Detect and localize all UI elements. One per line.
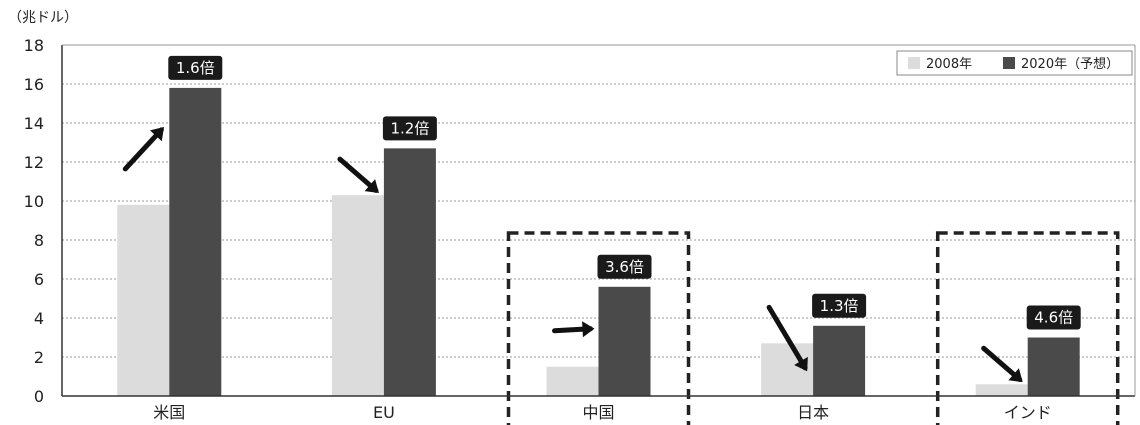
growth-arrow	[122, 127, 164, 172]
growth-label: 1.6倍	[176, 59, 215, 77]
legend: 2008年 2020年（予想）	[896, 50, 1133, 76]
growth-badge	[1026, 305, 1081, 330]
highlight-boxes	[506, 231, 1120, 425]
y-axis-ticks: 0 2 4 6 8 10 12 14 16 18	[24, 36, 44, 406]
y-tick-label: 4	[34, 309, 44, 328]
y-tick-label: 10	[24, 192, 44, 211]
growth-badge	[382, 116, 437, 141]
bar-2008	[975, 384, 1028, 396]
y-tick-label: 16	[24, 75, 44, 94]
y-tick-label: 0	[34, 387, 44, 406]
y-tick-label: 12	[24, 153, 44, 172]
legend-swatch	[908, 57, 920, 69]
y-unit-label: （兆ドル）	[8, 10, 78, 26]
growth-badge	[812, 293, 867, 318]
y-tick-label: 14	[24, 114, 44, 133]
y-tick-label: 6	[34, 270, 44, 289]
legend-swatch	[1003, 57, 1015, 69]
bar-2020	[383, 148, 436, 396]
axes	[61, 44, 1136, 397]
highlight-box	[935, 231, 1120, 425]
growth-badge	[597, 254, 652, 279]
legend-label: 2020年（予想）	[1021, 56, 1119, 72]
y-tick-label: 8	[34, 231, 44, 250]
growth-arrows	[122, 126, 1023, 383]
x-axis-labels: 米国 EU 中国 日本 インド	[153, 403, 1051, 422]
category-label: EU	[373, 403, 395, 422]
growth-label: 3.6倍	[605, 258, 644, 276]
growth-arrow	[766, 304, 808, 371]
growth-badges: 1.6倍 1.2倍 3.6倍 1.3倍 4.6倍	[168, 55, 1081, 330]
category-label: 米国	[153, 403, 185, 422]
arrow-head-icon	[149, 126, 165, 142]
growth-label: 1.3倍	[820, 297, 859, 315]
bar-2008	[546, 366, 599, 396]
arrow-head-icon	[582, 321, 595, 338]
legend-label: 2008年	[926, 57, 972, 72]
bar-2020	[813, 325, 866, 396]
arrow-head-icon	[794, 356, 808, 372]
growth-label: 4.6倍	[1034, 309, 1073, 327]
category-label: 中国	[582, 403, 614, 422]
bar-2020	[598, 286, 651, 396]
arrow-head-icon	[364, 179, 379, 193]
y-tick-label: 18	[24, 36, 44, 55]
category-label: 日本	[797, 403, 829, 422]
highlight-box	[506, 231, 691, 425]
category-label: インド	[1004, 403, 1052, 422]
bar-2008	[331, 195, 384, 396]
bar-2020	[169, 87, 222, 397]
bars	[117, 87, 1080, 397]
bar-2008	[117, 204, 170, 396]
bar-2020	[1027, 337, 1080, 396]
growth-label: 1.2倍	[390, 119, 429, 137]
arrow-head-icon	[1008, 368, 1023, 383]
y-tick-label: 2	[34, 348, 44, 367]
growth-badge	[168, 55, 223, 80]
